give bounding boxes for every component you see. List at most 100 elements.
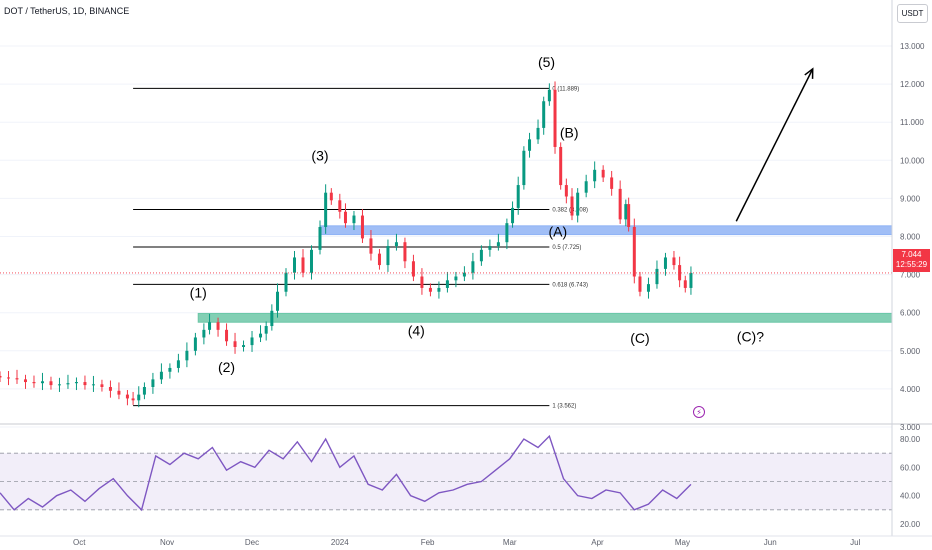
candle-body[interactable]	[83, 382, 87, 386]
candle-body[interactable]	[488, 246, 492, 250]
candle-body[interactable]	[264, 326, 268, 334]
candle-body[interactable]	[428, 287, 432, 292]
candle-body[interactable]	[559, 146, 563, 186]
candle-body[interactable]	[193, 337, 197, 351]
candle-body[interactable]	[386, 246, 390, 266]
wave-label[interactable]: (C)	[630, 330, 649, 346]
candle-body[interactable]	[471, 261, 475, 273]
rsi-line[interactable]	[0, 434, 692, 512]
candle-body[interactable]	[301, 257, 305, 273]
candle-body[interactable]	[309, 249, 313, 273]
candle-body[interactable]	[49, 381, 53, 386]
candle-body[interactable]	[125, 394, 129, 399]
candle-body[interactable]	[553, 89, 557, 147]
candle-body[interactable]	[208, 322, 212, 330]
candle-body[interactable]	[505, 223, 509, 243]
candle-body[interactable]	[655, 268, 659, 285]
candle-body[interactable]	[618, 188, 622, 220]
candle-body[interactable]	[40, 381, 44, 384]
candle-body[interactable]	[689, 272, 693, 288]
candle-body[interactable]	[536, 127, 540, 140]
candle-body[interactable]	[32, 382, 36, 384]
candle-body[interactable]	[576, 192, 580, 216]
rsi-pane[interactable]	[0, 434, 892, 512]
candle-body[interactable]	[624, 204, 628, 220]
candle-body[interactable]	[159, 371, 163, 380]
candle-body[interactable]	[108, 386, 112, 391]
candle-body[interactable]	[284, 272, 288, 292]
currency-button[interactable]: USDT	[897, 4, 928, 23]
candle-body[interactable]	[593, 169, 597, 182]
candle-body[interactable]	[411, 261, 415, 277]
candle-body[interactable]	[462, 272, 466, 277]
candle-body[interactable]	[403, 242, 407, 262]
candle-body[interactable]	[57, 384, 61, 386]
candle-body[interactable]	[663, 257, 667, 269]
candle-body[interactable]	[445, 280, 449, 288]
candle-body[interactable]	[242, 345, 246, 347]
candle-body[interactable]	[420, 276, 424, 288]
candle-body[interactable]	[168, 367, 172, 372]
candle-body[interactable]	[259, 333, 263, 338]
wave-label[interactable]: (A)	[549, 224, 568, 240]
candle-body[interactable]	[270, 310, 274, 327]
projection-arrow-line[interactable]	[735, 68, 814, 222]
wave-label[interactable]: (C)?	[737, 328, 764, 344]
candle-body[interactable]	[23, 379, 27, 383]
candle-body[interactable]	[437, 287, 441, 292]
candle-body[interactable]	[479, 249, 483, 262]
candle-body[interactable]	[547, 89, 551, 102]
candle-body[interactable]	[360, 215, 364, 239]
candle-body[interactable]	[176, 360, 180, 368]
candle-body[interactable]	[454, 276, 458, 281]
candle-body[interactable]	[216, 322, 220, 330]
candle-body[interactable]	[646, 284, 650, 292]
candle-body[interactable]	[233, 341, 237, 347]
candle-body[interactable]	[329, 192, 333, 201]
candle-body[interactable]	[276, 291, 280, 311]
candle-body[interactable]	[66, 383, 70, 385]
candle-body[interactable]	[91, 384, 95, 386]
candle-body[interactable]	[522, 150, 526, 186]
candle-body[interactable]	[627, 204, 631, 227]
wave-label[interactable]: (B)	[560, 124, 579, 140]
resistance-zone[interactable]	[319, 225, 893, 236]
wave-label[interactable]: (5)	[538, 54, 555, 70]
wave-label[interactable]: (4)	[408, 323, 425, 339]
candle-body[interactable]	[15, 378, 19, 380]
candle-body[interactable]	[610, 177, 614, 189]
wave-label[interactable]: (2)	[218, 359, 235, 375]
candle-body[interactable]	[352, 215, 356, 224]
candle-body[interactable]	[131, 398, 135, 401]
price-pane[interactable]: 0 (11.889) 0.382 (8.708) 0.5 (7.725) 0.618 …	[0, 45, 893, 428]
candle-body[interactable]	[100, 384, 104, 387]
support-zone[interactable]	[197, 312, 893, 323]
candle-body[interactable]	[6, 377, 10, 379]
candle-body[interactable]	[137, 394, 141, 401]
candle-body[interactable]	[638, 276, 642, 292]
candle-body[interactable]	[672, 257, 676, 266]
candle-body[interactable]	[542, 101, 546, 128]
candle-body[interactable]	[318, 226, 322, 250]
candle-body[interactable]	[369, 238, 373, 254]
candle-body[interactable]	[377, 253, 381, 266]
candle-body[interactable]	[570, 196, 574, 216]
candle-body[interactable]	[683, 280, 687, 288]
candle-body[interactable]	[584, 181, 588, 193]
candle-body[interactable]	[394, 242, 398, 247]
candle-body[interactable]	[142, 386, 146, 395]
candle-body[interactable]	[338, 200, 342, 212]
candle-body[interactable]	[496, 242, 500, 247]
candle-body[interactable]	[202, 329, 206, 338]
candle-body[interactable]	[343, 211, 347, 224]
candle-body[interactable]	[0, 375, 2, 378]
candle-body[interactable]	[293, 257, 297, 273]
candle-body[interactable]	[324, 192, 328, 227]
candle-body[interactable]	[225, 329, 229, 342]
candle-body[interactable]	[632, 226, 636, 277]
candle-body[interactable]	[185, 350, 189, 361]
candle-body[interactable]	[528, 139, 532, 151]
candle-body[interactable]	[601, 169, 605, 178]
wave-label[interactable]: (1)	[190, 284, 207, 300]
